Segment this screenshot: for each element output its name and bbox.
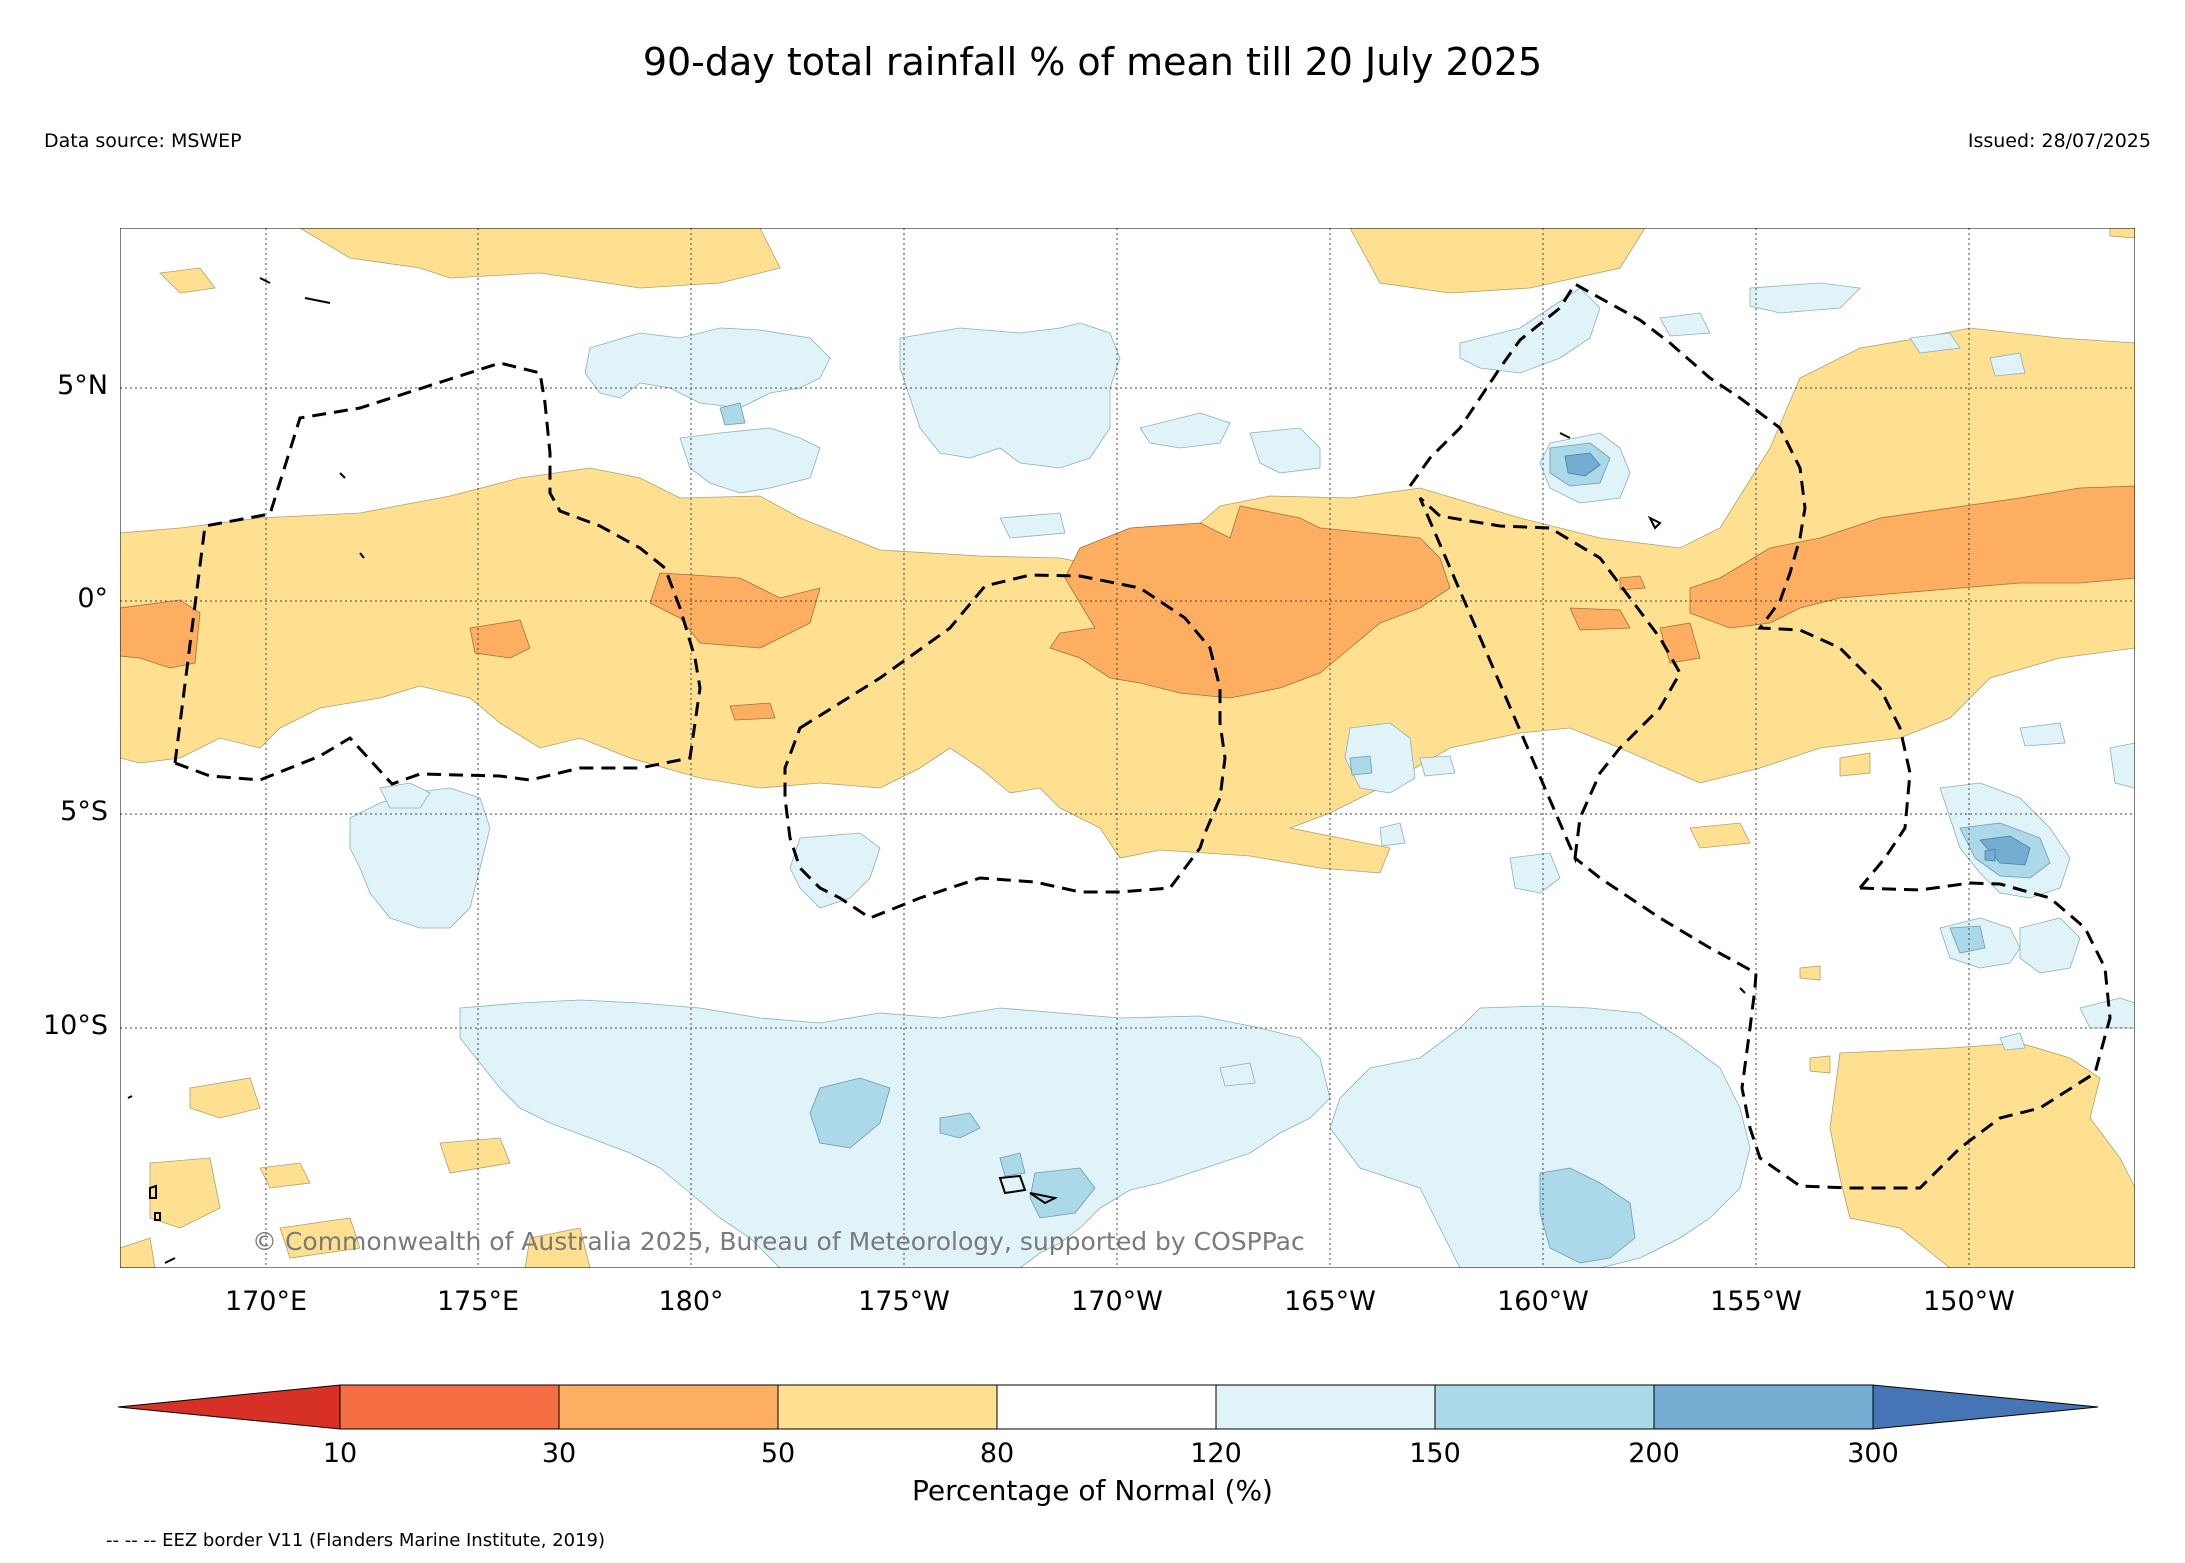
rainfall-map: © Commonwealth of Australia 2025, Bureau… [120,228,2135,1268]
colorbar-tick-50: 50 [760,1438,796,1469]
colorbar-segment-10-30 [339,1384,560,1430]
lon-label-160w: 160°W [1497,1286,1589,1317]
copyright-text: © Commonwealth of Australia 2025, Bureau… [252,1227,1305,1256]
colorbar-tick-10: 10 [322,1438,358,1469]
lat-label-10s: 10°S [43,1010,108,1041]
issued-date-label: Issued: 28/07/2025 [1967,130,2151,152]
lon-label-170e: 170°E [224,1286,308,1317]
data-source-label: Data source: MSWEP [44,130,242,152]
colorbar-segment-200-300 [1653,1384,1874,1430]
rainfall-150-200-regions [719,402,2051,1264]
map-title: 90-day total rainfall % of mean till 20 … [642,40,1543,84]
lat-label-0: 0° [77,583,108,614]
colorbar-tick-150: 150 [1409,1438,1461,1469]
lon-label-155w: 155°W [1710,1286,1802,1317]
colorbar-segment-lt10 [118,1384,341,1430]
colorbar-tick-300: 300 [1847,1438,1899,1469]
lon-label-180: 180° [658,1286,724,1317]
lon-label-175w: 175°W [858,1286,950,1317]
colorbar-tick-80: 80 [979,1438,1015,1469]
lon-label-150w: 150°W [1923,1286,2015,1317]
colorbar [118,1384,2099,1430]
colorbar-tick-120: 120 [1190,1438,1242,1469]
lat-label-5n: 5°N [57,370,108,401]
lon-label-175e: 175°E [436,1286,520,1317]
colorbar-segment-gt300 [1872,1384,2099,1430]
eez-borders [173,281,2112,1190]
colorbar-segment-120-150 [1215,1384,1436,1430]
colorbar-label: Percentage of Normal (%) [912,1474,1273,1507]
lat-label-5s: 5°S [60,796,108,827]
rainfall-30-50-regions [120,485,2135,721]
rainfall-120-150-regions [349,282,2135,1268]
island-outlines [127,277,1746,1264]
colorbar-tick-200: 200 [1628,1438,1680,1469]
eez-legend-note: -- -- -- EEZ border V11 (Flanders Marine… [106,1530,606,1551]
colorbar-segment-150-200 [1434,1384,1655,1430]
colorbar-segment-50-80 [777,1384,998,1430]
rainfall-200-300-regions [1564,452,2031,866]
colorbar-tick-30: 30 [541,1438,577,1469]
lon-label-170w: 170°W [1071,1286,1163,1317]
lon-label-165w: 165°W [1284,1286,1376,1317]
colorbar-segment-80-120 [996,1384,1217,1430]
map-gridlines [120,228,2135,1268]
colorbar-segment-30-50 [558,1384,779,1430]
